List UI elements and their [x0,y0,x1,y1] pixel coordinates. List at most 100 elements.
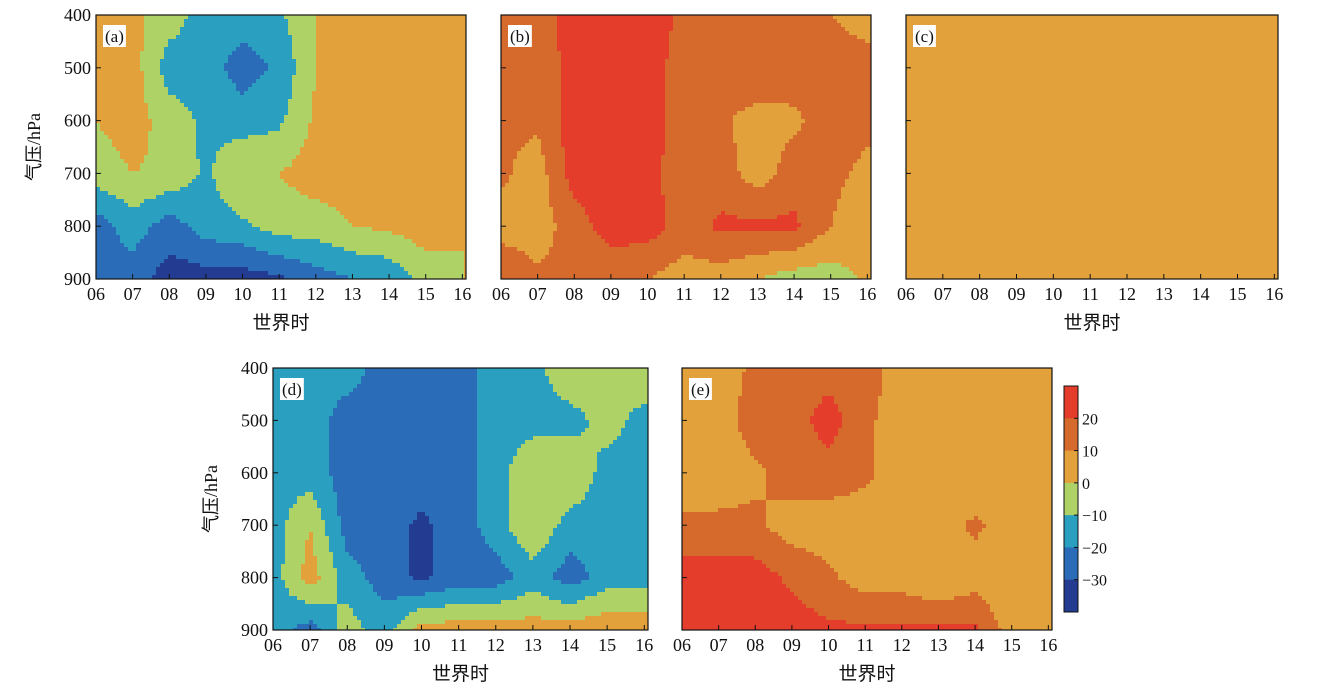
contour-cell [224,187,229,192]
contour-cell [228,135,233,140]
contour-cell [440,107,445,112]
contour-cell [160,35,165,40]
contour-cell [348,87,353,92]
contour-cell [204,147,209,152]
contour-cell [400,111,405,116]
contour-cell [420,71,425,76]
contour-cell [168,67,173,72]
contour-cell [300,175,305,180]
contour-cell [192,187,197,192]
contour-cell [392,75,397,80]
contour-cell [172,91,177,96]
contour-cell [288,191,293,196]
contour-cell [388,31,393,36]
contour-cell [428,215,433,220]
contour-cell [408,171,413,176]
contour-cell [316,151,321,156]
contour-cell [284,219,289,224]
contour-cell [288,115,293,120]
contour-cell [292,67,297,72]
contour-cell [320,19,325,24]
contour-cell [212,71,217,76]
contour-cell [192,119,197,124]
contour-cell [232,71,237,76]
contour-cell [148,71,153,76]
contour-cell [168,107,173,112]
contour-cell [324,107,329,112]
contour-cell [292,83,297,88]
contour-cell [464,151,466,156]
contour-cell [204,51,209,56]
contour-cell [332,119,337,124]
contour-cell [324,83,329,88]
contour-cell [308,95,313,100]
contour-cell [396,131,401,136]
contour-cell [184,147,189,152]
contour-cell [204,207,209,212]
contour-cell [136,127,141,132]
contour-cell [396,195,401,200]
contour-cell [392,31,397,36]
contour-cell [132,79,137,84]
contour-cell [144,147,149,152]
contour-cell [220,87,225,92]
contour-cell [280,91,285,96]
contour-cell [244,139,249,144]
contour-cell [192,79,197,84]
contour-cell [260,139,265,144]
contour-cell [352,111,357,116]
contour-cell [360,63,365,68]
contour-cell [168,71,173,76]
contour-cell [416,131,421,136]
contour-cell [328,123,333,128]
contour-cell [456,91,461,96]
contour-cell [384,179,389,184]
contour-cell [396,75,401,80]
contour-cell [184,135,189,140]
contour-cell [112,203,117,208]
contour-cell [324,147,329,152]
contour-cell [328,107,333,112]
contour-cell [208,115,213,120]
contour-cell [128,99,133,104]
contour-cell [160,43,165,48]
contour-cell [464,119,466,124]
contour-cell [228,191,233,196]
contour-cell [344,67,349,72]
contour-cell [432,15,437,20]
contour-cell [404,151,409,156]
contour-cell [152,51,157,56]
contour-cell [348,215,353,220]
contour-cell [288,71,293,76]
contour-cell [188,43,193,48]
contour-cell [100,71,105,76]
contour-cell [184,167,189,172]
contour-cell [364,15,369,20]
contour-cell [108,103,113,108]
contour-cell [160,159,165,164]
contour-cell [156,107,161,112]
contour-cell [456,31,461,36]
contour-cell [156,147,161,152]
contour-cell [324,27,329,32]
contour-cell [152,203,157,208]
contour-cell [420,219,425,224]
contour-cell [96,83,101,88]
contour-cell [408,159,413,164]
contour-cell [320,23,325,28]
contour-cell [440,35,445,40]
contour-cell [264,179,269,184]
contour-cell [212,199,217,204]
contour-cell [240,67,245,72]
contour-cell [252,191,257,196]
contour-cell [396,187,401,192]
contour-cell [424,219,429,224]
contour-cell [284,15,289,20]
contour-cell [172,131,177,136]
contour-cell [404,111,409,116]
contour-cell [332,47,337,52]
contour-cell [252,67,257,72]
contour-cell [212,207,217,212]
contour-cell [304,139,309,144]
contour-cell [236,119,241,124]
